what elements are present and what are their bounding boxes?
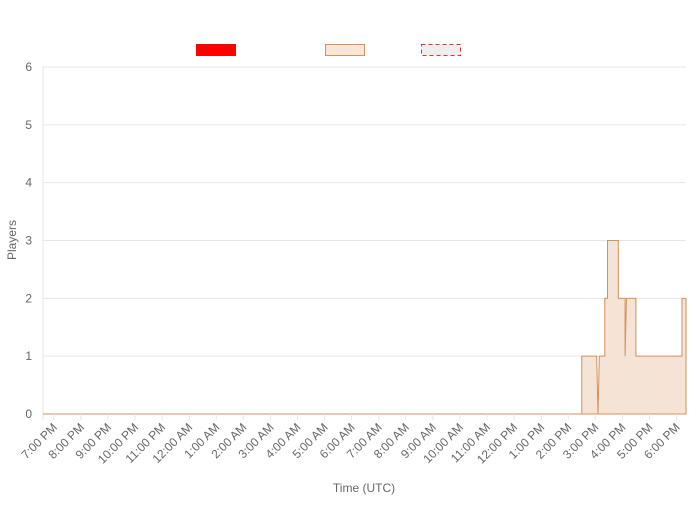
legend-swatch-2[interactable] [325,44,365,56]
legend-swatch-3[interactable] [421,44,461,56]
series-layer [43,240,687,415]
y-tick-label: 3 [25,234,32,248]
y-tick-label: 0 [25,407,32,421]
y-axis-ticks: 0 1 2 3 4 5 6 [25,60,32,421]
legend-swatch-1[interactable] [196,44,236,56]
legend [196,44,461,56]
y-tick-label: 4 [25,176,32,190]
y-tick-label: 2 [25,291,32,305]
y-tick-label: 1 [25,349,32,363]
y-tick-label: 5 [25,118,32,132]
y-axis-title: Players [5,220,19,260]
players-area-series [43,240,687,415]
grid [42,66,686,420]
x-axis-title: Time (UTC) [333,481,395,495]
y-tick-label: 6 [25,60,32,74]
